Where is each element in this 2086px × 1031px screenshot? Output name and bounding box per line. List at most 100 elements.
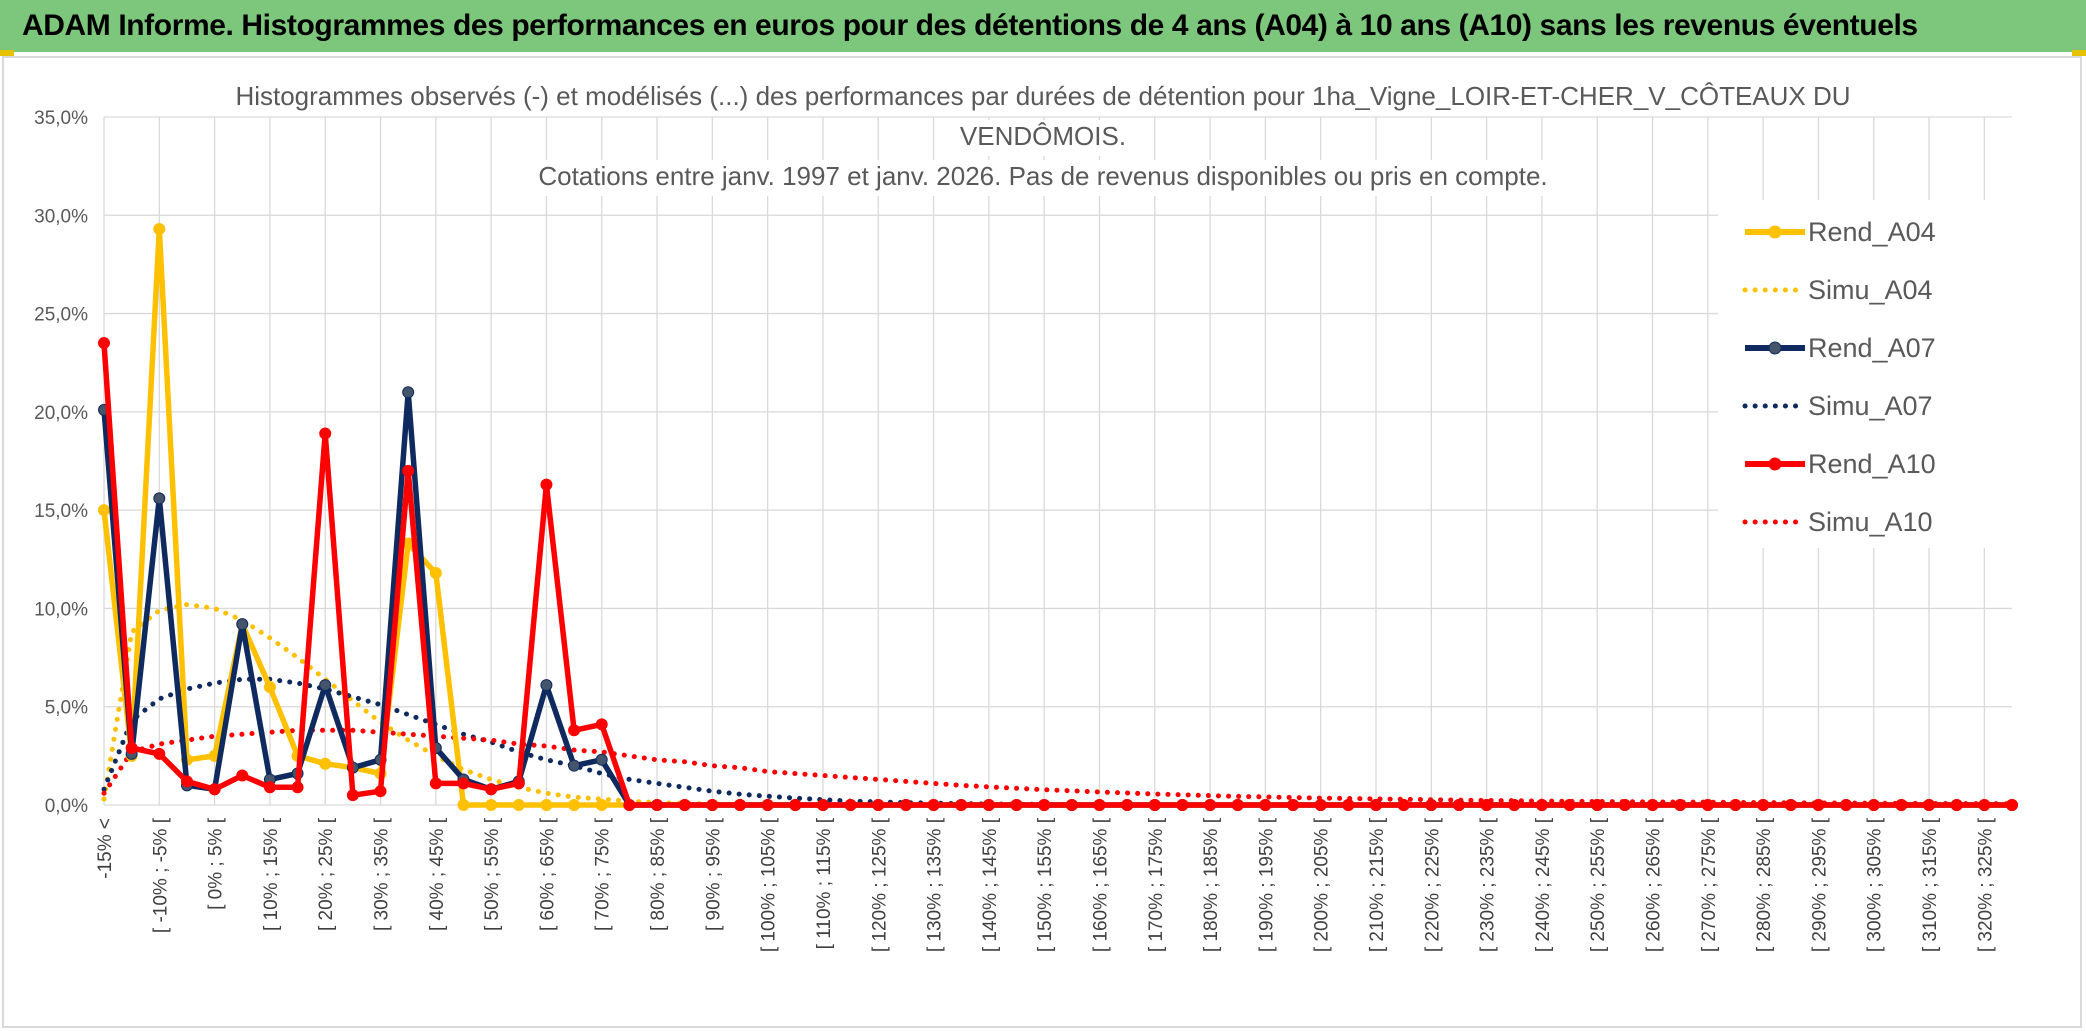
x-tick-label: [ 70% ; 75% [ — [593, 817, 614, 931]
x-tick-label: [ 0% ; 5% [ — [206, 817, 227, 910]
legend-label: Rend_A07 — [1808, 333, 1936, 363]
data-point — [1978, 799, 1991, 811]
data-point — [2006, 799, 2018, 811]
x-tick-label: [ 170% ; 175% [ — [1146, 817, 1167, 952]
legend-label: Simu_A07 — [1808, 391, 1933, 421]
x-tick-label: [ 270% ; 275% [ — [1699, 817, 1720, 952]
x-tick-label: [ 310% ; 315% [ — [1920, 817, 1941, 952]
x-tick-label: [ 120% ; 125% [ — [869, 817, 890, 952]
data-point — [1148, 799, 1161, 811]
x-tick-label: [ 50% ; 55% [ — [482, 817, 503, 931]
data-point — [236, 769, 249, 782]
data-point — [402, 386, 415, 399]
x-tick-label: [ 10% ; 15% [ — [261, 817, 282, 931]
data-point — [678, 799, 691, 811]
data-point — [1259, 799, 1272, 811]
data-point — [927, 799, 940, 811]
data-point — [1342, 799, 1355, 811]
y-tick-label: 10,0% — [34, 599, 88, 620]
data-point — [540, 478, 553, 491]
x-tick-label: [ 300% ; 305% [ — [1865, 817, 1886, 952]
data-point — [1563, 799, 1576, 811]
series-Simu_A10 — [101, 727, 2015, 807]
legend-label: Simu_A04 — [1808, 275, 1933, 305]
data-point — [1397, 799, 1410, 811]
legend-item-Rend_A10: Rend_A10 — [1745, 449, 1936, 479]
x-tick-label: [ 140% ; 145% [ — [980, 817, 1001, 952]
data-point — [319, 679, 332, 692]
data-point — [457, 777, 470, 790]
data-point — [651, 799, 664, 811]
x-tick-label: [ 40% ; 45% [ — [427, 817, 448, 931]
data-point — [761, 799, 774, 811]
data-point — [1535, 799, 1548, 811]
data-point — [1452, 799, 1465, 811]
y-tick-label: 20,0% — [34, 403, 88, 424]
title-background — [528, 160, 1558, 196]
data-point — [512, 799, 525, 811]
legend-item-Rend_A07: Rend_A07 — [1745, 333, 1936, 363]
legend-marker — [1768, 225, 1782, 239]
series-line-Rend_A10 — [101, 342, 2012, 808]
series-Rend_A10 — [98, 337, 2018, 811]
data-point — [1840, 799, 1853, 811]
data-point — [1812, 799, 1825, 811]
data-point — [153, 223, 166, 236]
data-point — [429, 777, 442, 790]
chart-frame — [2, 56, 2082, 1028]
data-point — [208, 783, 221, 796]
x-tick-label: [ 180% ; 185% [ — [1201, 817, 1222, 952]
x-tick-label: [ 320% ; 325% [ — [1975, 817, 1996, 952]
legend-label: Rend_A10 — [1808, 449, 1936, 479]
x-tick-label: [ 220% ; 225% [ — [1422, 817, 1443, 952]
chart-title-line: VENDÔMOIS. — [960, 121, 1126, 151]
data-point — [485, 799, 498, 811]
legend-marker — [1768, 457, 1782, 471]
data-point — [595, 753, 608, 766]
title-background — [949, 120, 1137, 156]
y-tick-label: 0,0% — [45, 796, 88, 817]
legend-background — [1718, 200, 2018, 548]
data-point — [153, 492, 166, 505]
data-point — [125, 741, 138, 754]
series-line-Simu_A10 — [101, 727, 2015, 807]
data-point — [263, 781, 276, 794]
y-tick-label: 5,0% — [45, 698, 88, 719]
legend-item-Simu_A07: Simu_A07 — [1742, 391, 1933, 421]
data-point — [180, 775, 193, 788]
data-point — [1618, 799, 1631, 811]
corner-marker — [0, 50, 14, 56]
data-point — [402, 464, 415, 477]
data-point — [568, 799, 581, 811]
data-point — [1784, 799, 1797, 811]
data-point — [1314, 799, 1327, 811]
data-point — [429, 567, 442, 580]
x-tick-label: [ 230% ; 235% [ — [1478, 817, 1499, 952]
data-point — [568, 759, 581, 772]
data-point — [1508, 799, 1521, 811]
x-tick-label: [ 150% ; 155% [ — [1035, 817, 1056, 952]
data-point — [1923, 799, 1936, 811]
x-tick-label: [ 110% ; 115% [ — [814, 817, 835, 949]
data-point — [98, 504, 110, 517]
title-background — [225, 80, 1861, 116]
x-tick-label: [ 30% ; 35% [ — [372, 817, 393, 931]
x-tick-label: [ 240% ; 245% [ — [1533, 817, 1554, 952]
legend-label: Simu_A10 — [1808, 507, 1933, 537]
chart-title: Histogrammes observés (-) et modélisés (… — [225, 80, 1861, 196]
data-point — [153, 747, 166, 760]
data-point — [1591, 799, 1604, 811]
data-point — [540, 679, 553, 692]
data-point — [98, 337, 110, 350]
data-point — [955, 799, 968, 811]
data-point — [1204, 799, 1217, 811]
chart-title-line: Histogrammes observés (-) et modélisés (… — [235, 81, 1850, 111]
report-header: ADAM Informe. Histogrammes des performan… — [0, 0, 2086, 52]
x-tick-label: -15% < — [95, 818, 116, 879]
y-tick-label: 30,0% — [34, 206, 88, 227]
y-axis: 0,0% 5,0% 10,0% 15,0% 20,0% 25,0% 30,0% 35,0% — [34, 108, 88, 817]
x-tick-label: [ 250% ; 255% [ — [1588, 817, 1609, 952]
data-point — [1480, 799, 1493, 811]
corner-marker — [2072, 50, 2086, 56]
chart-title-line: Cotations entre janv. 1997 et janv. 2026… — [538, 161, 1547, 191]
